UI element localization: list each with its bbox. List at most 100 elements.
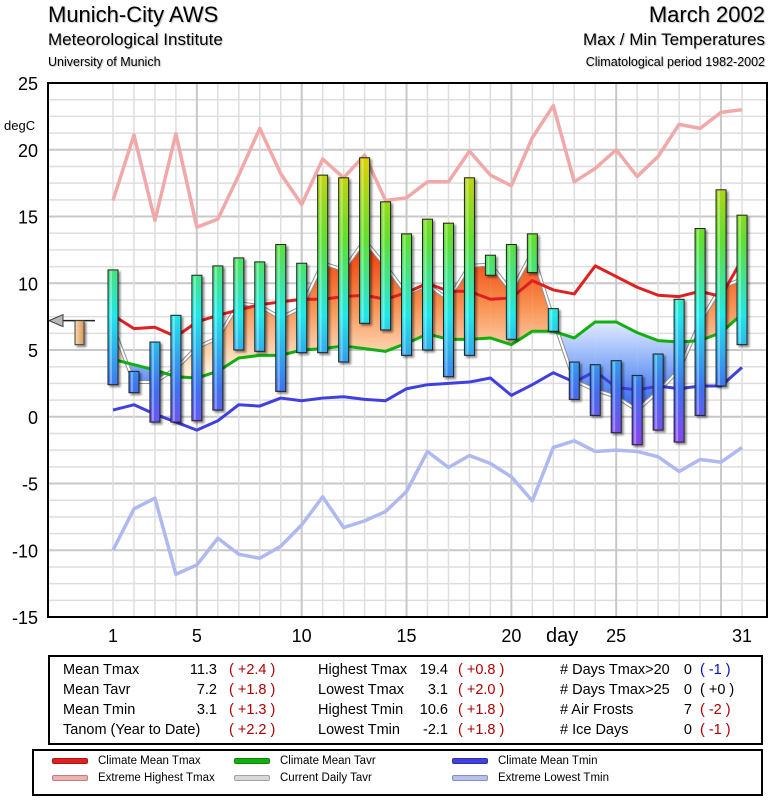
y-tick-label: -15 xyxy=(12,608,38,628)
stat-label: Tanom (Year to Date) xyxy=(63,722,201,738)
y-tick-label: 15 xyxy=(18,208,38,228)
chart-subtitle: Max / Min Temperatures xyxy=(582,30,765,49)
stat-anomaly: ( +1.8 ) xyxy=(458,722,505,738)
daily-bar-day-25 xyxy=(610,360,622,434)
stat-value: 0 xyxy=(683,662,692,678)
stat-value: 3.1 xyxy=(196,702,217,718)
institute-name: Meteorological Institute xyxy=(48,30,223,49)
daily-bar-day-7 xyxy=(233,257,245,351)
daily-bar-day-11 xyxy=(317,174,329,354)
y-axis-label: degC xyxy=(4,118,35,133)
monthly-mean-arrow-icon xyxy=(47,313,64,328)
daily-bar-day-12 xyxy=(338,177,350,363)
daily-bar-day-24 xyxy=(589,364,601,416)
bar-highlight xyxy=(319,176,322,352)
bar-highlight xyxy=(403,234,406,355)
bar-highlight xyxy=(151,342,154,422)
stat-anomaly: ( +2.2 ) xyxy=(229,722,276,738)
stat-value: 0 xyxy=(683,722,692,738)
daily-bar-day-16 xyxy=(422,218,433,351)
legend-swatch-icon xyxy=(452,758,488,764)
y-tick-label: 20 xyxy=(18,141,38,161)
stat-anomaly: ( -1 ) xyxy=(700,722,731,738)
station-title: Munich-City AWS xyxy=(48,2,219,27)
bar-highlight xyxy=(718,190,721,386)
legend-label: Extreme Lowest Tmin xyxy=(498,772,609,784)
bar-highlight xyxy=(130,372,133,392)
daily-bar-day-20 xyxy=(505,244,517,340)
bar-highlight xyxy=(676,300,679,442)
x-tick-label: 20 xyxy=(501,626,521,646)
stat-label: # Ice Days xyxy=(560,722,629,738)
climate-period: Climatological period 1982-2002 xyxy=(585,55,765,69)
stat-label: Highest Tmax xyxy=(318,662,408,678)
daily-bar-day-3 xyxy=(149,341,161,423)
x-tick-label: 5 xyxy=(192,626,202,646)
y-tick-label: 10 xyxy=(18,274,38,294)
bar-highlight xyxy=(487,256,490,275)
legend-label: Climate Mean Tmax xyxy=(98,755,201,767)
stat-value: 7 xyxy=(683,702,692,718)
daily-bar-day-26 xyxy=(631,374,643,446)
daily-bar-day-15 xyxy=(401,233,413,356)
bar-highlight xyxy=(256,262,259,351)
stat-anomaly: ( +2.4 ) xyxy=(229,662,276,678)
x-axis: 1 5 10 15 20 25 31 xyxy=(108,626,752,646)
stat-label: Mean Tmax xyxy=(63,662,140,678)
stat-label: Lowest Tmin xyxy=(318,722,400,738)
bar-highlight xyxy=(634,376,637,444)
stat-anomaly: ( +1.8 ) xyxy=(458,702,505,718)
stat-value: 3.1 xyxy=(427,682,448,698)
daily-bar-day-14 xyxy=(380,201,392,331)
legend-item: Extreme Lowest Tmin xyxy=(452,772,609,784)
stat-value: -2.1 xyxy=(423,722,448,738)
bar-highlight xyxy=(361,158,364,323)
bar-highlight xyxy=(340,178,343,362)
stat-label: # Air Frosts xyxy=(560,702,634,718)
daily-bar-day-9 xyxy=(275,244,287,392)
legend-item: Climate Mean Tmin xyxy=(452,755,598,767)
legend-label: Climate Mean Tmin xyxy=(498,755,598,767)
stat-anomaly: ( -1 ) xyxy=(700,662,731,678)
x-tick-label: 1 xyxy=(108,626,118,646)
legend-swatch-icon xyxy=(52,758,88,764)
bar-highlight xyxy=(298,264,301,352)
statistics-panel: Mean Tmax 11.3 ( +2.4 ) Mean Tavr 7.2 ( +1.8 … xyxy=(48,655,763,745)
bar-highlight xyxy=(655,355,658,430)
daily-bar-day-10 xyxy=(296,262,308,354)
stat-label: Mean Tmin xyxy=(63,702,136,718)
daily-bar-day-18 xyxy=(463,177,475,356)
stat-anomaly: ( +2.0 ) xyxy=(458,682,505,698)
stat-anomaly: ( +1.3 ) xyxy=(229,702,276,718)
daily-bar-day-8 xyxy=(254,261,266,352)
stat-label: Highest Tmin xyxy=(318,702,404,718)
daily-bar-day-29 xyxy=(694,228,706,416)
stat-label: Lowest Tmax xyxy=(318,682,404,698)
daily-bar-day-2 xyxy=(128,370,140,394)
stat-anomaly: ( +0.8 ) xyxy=(458,662,505,678)
bar-highlight xyxy=(277,245,280,391)
bar-highlight xyxy=(550,309,553,331)
legend-swatch-icon xyxy=(234,758,270,764)
legend-label: Extreme Highest Tmax xyxy=(98,772,215,784)
bar-highlight xyxy=(193,276,196,420)
stat-anomaly: ( +1.8 ) xyxy=(229,682,276,698)
monthly-indicator xyxy=(47,313,95,346)
daily-bar-day-30 xyxy=(715,189,727,387)
y-tick-label: -5 xyxy=(22,475,38,495)
legend-label: Climate Mean Tavr xyxy=(280,755,376,767)
daily-bar-day-6 xyxy=(212,265,224,411)
bar-highlight xyxy=(697,229,700,415)
legend-swatch-icon xyxy=(452,775,488,781)
monthly-anomaly-bar xyxy=(74,320,85,346)
legend: Climate Mean Tmax Climate Mean Tavr Climat… xyxy=(32,749,763,796)
y-tick-label: -10 xyxy=(12,541,38,561)
daily-bar-day-5 xyxy=(191,274,203,422)
bar-highlight xyxy=(571,363,574,399)
daily-bar-day-22 xyxy=(547,308,559,332)
bar-highlight xyxy=(592,365,595,415)
legend-item: Climate Mean Tavr xyxy=(234,755,376,767)
daily-bar-day-28 xyxy=(673,298,685,443)
bar-highlight xyxy=(466,178,469,355)
